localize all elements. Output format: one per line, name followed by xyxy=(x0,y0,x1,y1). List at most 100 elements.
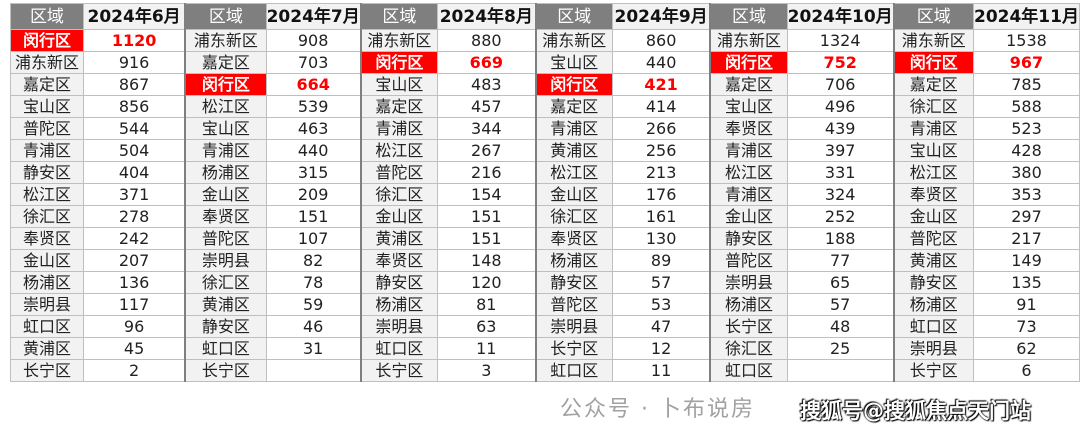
district-cell: 浦东新区 xyxy=(892,29,974,52)
value-cell: 252 xyxy=(786,205,895,228)
district-cell: 松江区 xyxy=(10,183,84,206)
table-row: 宝山区 856 松江区 539 嘉定区 457 嘉定区 414 宝山区 496 徐汇区 588 xyxy=(10,95,1080,118)
district-cell: 青浦区 xyxy=(534,117,613,140)
value-cell: 297 xyxy=(972,205,1080,228)
table-row: 崇明县 117 黄浦区 59 杨浦区 81 普陀区 53 杨浦区 57 杨浦区 91 xyxy=(10,293,1080,316)
district-cell: 普陀区 xyxy=(709,249,788,272)
value-cell: 256 xyxy=(611,139,711,162)
value-cell: 63 xyxy=(437,315,537,338)
value-cell: 130 xyxy=(611,227,711,250)
value-cell: 57 xyxy=(786,293,895,316)
value-cell: 414 xyxy=(611,95,711,118)
district-cell: 青浦区 xyxy=(184,139,267,162)
district-cell: 普陀区 xyxy=(184,227,267,250)
value-cell: 421 xyxy=(611,73,711,96)
value-cell: 1538 xyxy=(972,29,1080,52)
month-header: 2024年7月 xyxy=(265,3,362,30)
table-row: 松江区 371 金山区 209 徐汇区 154 金山区 176 青浦区 324 奉贤区 353 xyxy=(10,183,1080,206)
value-cell: 78 xyxy=(265,271,362,294)
district-cell: 奉贤区 xyxy=(709,117,788,140)
value-cell: 91 xyxy=(972,293,1080,316)
district-cell: 宝山区 xyxy=(534,51,613,74)
district-cell: 长宁区 xyxy=(10,359,84,382)
value-cell: 703 xyxy=(265,51,362,74)
month-header: 2024年9月 xyxy=(611,3,711,30)
value-cell: 2 xyxy=(82,359,186,382)
district-cell: 奉贤区 xyxy=(184,205,267,228)
value-cell: 523 xyxy=(972,117,1080,140)
district-cell: 嘉定区 xyxy=(709,73,788,96)
value-cell: 53 xyxy=(611,293,711,316)
value-cell: 664 xyxy=(265,73,362,96)
value-cell: 77 xyxy=(786,249,895,272)
value-cell: 324 xyxy=(786,183,895,206)
value-cell: 45 xyxy=(82,337,186,360)
district-cell: 宝山区 xyxy=(10,95,84,118)
district-cell: 普陀区 xyxy=(534,293,613,316)
value-cell: 544 xyxy=(82,117,186,140)
table-row: 闵行区 1120 浦东新区 908 浦东新区 880 浦东新区 860 浦东新区 1324 浦东新区… xyxy=(10,29,1080,52)
value-cell: 439 xyxy=(786,117,895,140)
value-cell: 908 xyxy=(265,29,362,52)
district-cell: 崇明县 xyxy=(892,337,974,360)
value-cell: 504 xyxy=(82,139,186,162)
district-cell: 黄浦区 xyxy=(534,139,613,162)
table-row: 青浦区 504 青浦区 440 松江区 267 黄浦区 256 青浦区 397 宝山区 428 xyxy=(10,139,1080,162)
district-cell: 黄浦区 xyxy=(359,227,439,250)
value-cell: 136 xyxy=(82,271,186,294)
district-cell: 金山区 xyxy=(534,183,613,206)
district-cell: 虹口区 xyxy=(10,315,84,338)
value-cell: 107 xyxy=(265,227,362,250)
value-cell: 25 xyxy=(786,337,895,360)
value-cell: 315 xyxy=(265,161,362,184)
district-cell: 静安区 xyxy=(892,271,974,294)
district-cell: 黄浦区 xyxy=(892,249,974,272)
district-cell: 杨浦区 xyxy=(184,161,267,184)
value-cell: 3 xyxy=(437,359,537,382)
district-cell: 静安区 xyxy=(184,315,267,338)
district-cell: 徐汇区 xyxy=(709,337,788,360)
value-cell: 213 xyxy=(611,161,711,184)
district-cell: 闵行区 xyxy=(359,51,439,74)
district-cell: 徐汇区 xyxy=(184,271,267,294)
value-cell: 463 xyxy=(265,117,362,140)
sohu-watermark: 搜狐号@搜狐焦点天门站 xyxy=(800,399,1031,423)
table-row: 嘉定区 867 闵行区 664 宝山区 483 闵行区 421 嘉定区 706 嘉定区 785 xyxy=(10,73,1080,96)
district-cell: 徐汇区 xyxy=(892,95,974,118)
value-cell: 96 xyxy=(82,315,186,338)
district-cell: 崇明县 xyxy=(534,315,613,338)
district-cell: 虹口区 xyxy=(892,315,974,338)
district-cell: 金山区 xyxy=(359,205,439,228)
district-cell: 金山区 xyxy=(892,205,974,228)
header-row: 区域 2024年6月 区域 2024年7月 区域 2024年8月 区域 2024年9月 区域 20… xyxy=(10,3,1080,30)
value-cell: 176 xyxy=(611,183,711,206)
value-cell: 46 xyxy=(265,315,362,338)
value-cell: 785 xyxy=(972,73,1080,96)
district-cell: 徐汇区 xyxy=(10,205,84,228)
district-cell: 杨浦区 xyxy=(892,293,974,316)
value-cell: 752 xyxy=(786,51,895,74)
value-cell: 216 xyxy=(437,161,537,184)
district-cell: 浦东新区 xyxy=(359,29,439,52)
district-cell: 金山区 xyxy=(184,183,267,206)
value-cell: 82 xyxy=(265,249,362,272)
value-cell: 706 xyxy=(786,73,895,96)
value-cell: 266 xyxy=(611,117,711,140)
district-cell: 长宁区 xyxy=(359,359,439,382)
value-cell xyxy=(786,359,895,382)
value-cell: 120 xyxy=(437,271,537,294)
district-cell: 普陀区 xyxy=(359,161,439,184)
district-cell: 长宁区 xyxy=(892,359,974,382)
region-header: 区域 xyxy=(709,3,788,30)
district-cell: 青浦区 xyxy=(709,139,788,162)
district-cell: 嘉定区 xyxy=(10,73,84,96)
value-cell: 669 xyxy=(437,51,537,74)
district-cell: 静安区 xyxy=(359,271,439,294)
district-cell: 崇明县 xyxy=(10,293,84,316)
district-cell: 闵行区 xyxy=(10,29,84,52)
table-row: 静安区 404 杨浦区 315 普陀区 216 松江区 213 松江区 331 松江区 380 xyxy=(10,161,1080,184)
value-cell: 6 xyxy=(972,359,1080,382)
district-cell: 静安区 xyxy=(709,227,788,250)
value-cell: 397 xyxy=(786,139,895,162)
value-cell: 242 xyxy=(82,227,186,250)
